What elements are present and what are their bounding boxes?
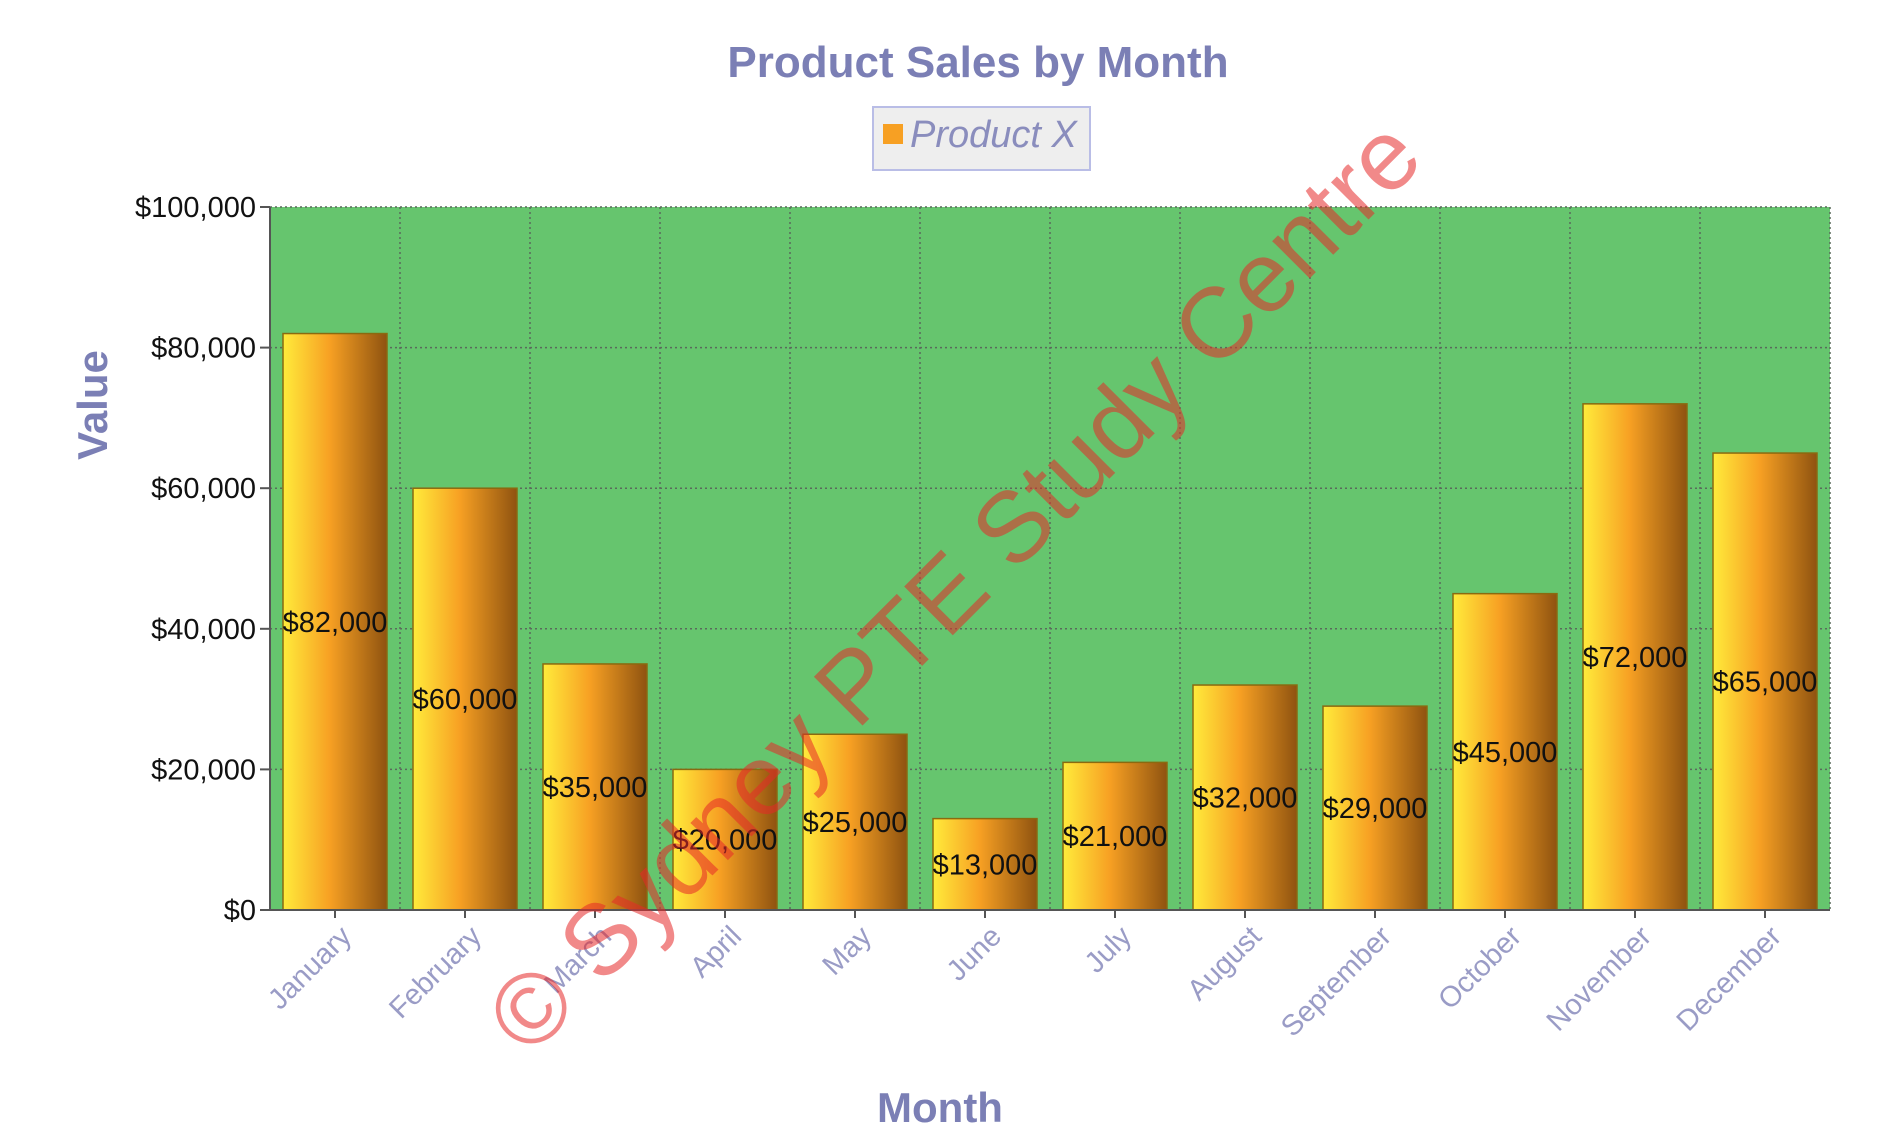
data-labels: $82,000 $60,000 $35,000 $20,000 $25,000 $13,0… [283,607,1818,882]
y-tick-label: $60,000 [151,473,256,505]
data-label: $60,000 [413,684,518,716]
bar-december [1712,452,1818,911]
x-tick-label: November [1541,920,1658,1037]
bars [282,332,1818,911]
y-tick-label: $100,000 [135,192,256,224]
x-tick-label: April [684,920,748,984]
bar-october [1452,592,1558,911]
y-axis-title: Value [69,350,116,460]
y-tick-label: $80,000 [151,333,256,365]
data-label: $65,000 [1713,667,1818,699]
x-tick-label: May [817,920,879,982]
chart-title: Product Sales by Month [727,38,1228,87]
y-tick-label: $20,000 [151,754,256,786]
data-label: $21,000 [1063,821,1168,853]
x-tick-label: June [941,920,1008,987]
grid [270,206,1831,910]
data-label: $45,000 [1453,737,1558,769]
x-tick-label: August [1181,920,1267,1006]
bar-september [1322,705,1428,911]
data-label: $72,000 [1583,642,1688,674]
bar-june [932,817,1038,911]
x-tick-label: February [383,920,488,1025]
data-label: $82,000 [283,607,388,639]
x-tick-label: September [1275,920,1398,1043]
legend-box [872,106,1091,171]
bar-november [1582,403,1688,911]
bar-may [802,733,908,911]
bar-march [542,663,648,911]
data-label: $35,000 [543,772,648,804]
data-label: $13,000 [933,849,1038,881]
x-tick-label: October [1432,920,1528,1016]
bar-august [1192,684,1298,911]
bar-april [672,768,778,911]
x-axis-title: Month [877,1084,1003,1131]
legend-label: Product X [910,114,1079,156]
x-tick-label: July [1079,920,1138,979]
y-tick-label: $40,000 [151,614,256,646]
data-label: $29,000 [1323,793,1428,825]
x-tick-label: December [1671,920,1788,1037]
data-label: $25,000 [803,807,908,839]
data-label: $32,000 [1193,783,1298,815]
legend-swatch [883,124,903,144]
legend: Product X [872,106,1091,171]
y-tick-label: $0 [224,895,256,927]
data-label: $20,000 [673,825,778,857]
x-tick-label: January [262,920,358,1016]
